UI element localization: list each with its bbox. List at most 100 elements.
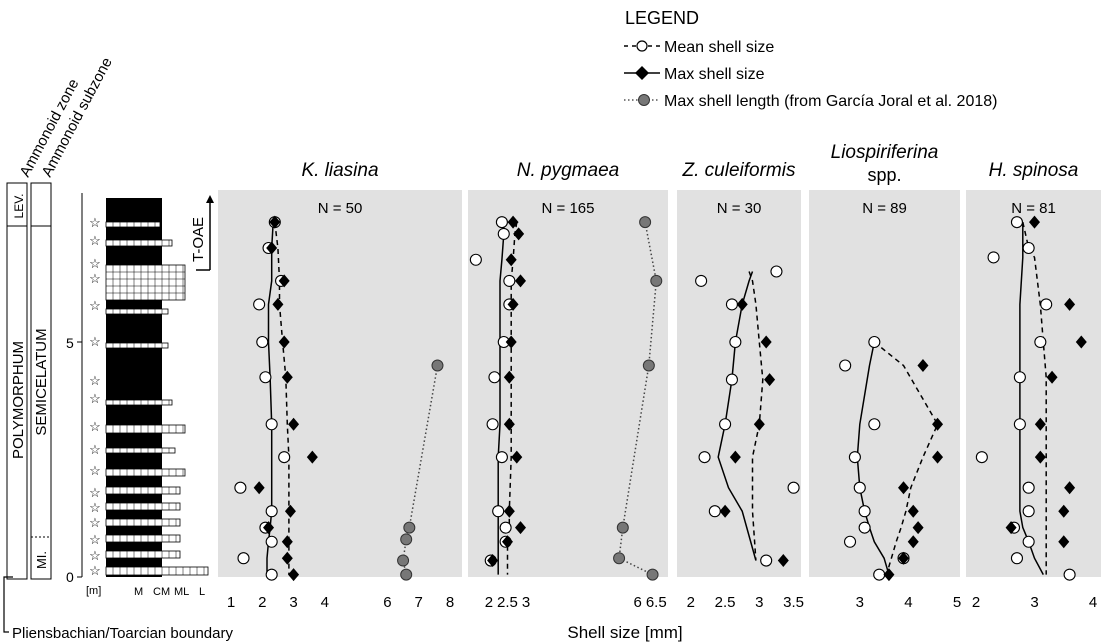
limestone-bed bbox=[105, 534, 181, 543]
max-point bbox=[507, 297, 519, 311]
max-point bbox=[272, 297, 284, 311]
x-tick-label: 2 bbox=[485, 594, 493, 611]
mean-trend-line bbox=[717, 271, 757, 561]
max-trend-line bbox=[748, 271, 764, 561]
lithology-log bbox=[105, 198, 209, 577]
limestone-bed bbox=[105, 502, 181, 511]
mean-point bbox=[256, 335, 269, 349]
x-axis-label: Shell size [mm] bbox=[567, 623, 682, 642]
mean-point bbox=[259, 371, 272, 384]
mean-point bbox=[695, 274, 708, 287]
mean-point bbox=[1013, 371, 1026, 384]
max-point bbox=[284, 504, 296, 518]
lith-axis-m: M bbox=[134, 586, 143, 598]
max-point bbox=[288, 417, 300, 431]
boundary-label: Pliensbachian/Toarcian boundary bbox=[12, 625, 233, 642]
x-tick-label: 6 bbox=[383, 594, 391, 611]
x-tick-label: 3 bbox=[856, 594, 864, 611]
max-point bbox=[753, 417, 765, 431]
max-point bbox=[736, 297, 748, 311]
sample-count: N = 165 bbox=[542, 200, 595, 217]
mean-point bbox=[843, 535, 857, 548]
mean-point bbox=[1063, 568, 1076, 581]
lith-axis-ml: ML bbox=[174, 586, 189, 598]
legend-mean-label: Mean shell size bbox=[664, 39, 774, 56]
length-point bbox=[400, 533, 413, 546]
sample-star-icon: ☆ bbox=[89, 548, 101, 563]
depth-tick-0: 0 bbox=[66, 569, 74, 585]
mean-trend-line bbox=[497, 222, 505, 575]
limestone-bed bbox=[105, 239, 173, 247]
mean-point bbox=[760, 554, 773, 567]
max-point bbox=[883, 568, 895, 582]
max-point bbox=[1034, 417, 1046, 431]
mean-point bbox=[265, 505, 278, 518]
mean-point bbox=[868, 335, 881, 349]
max-point bbox=[932, 450, 944, 464]
x-tick-label: 1 bbox=[227, 594, 235, 611]
sample-stars: ☆☆☆☆☆☆☆☆☆☆☆☆☆☆☆☆☆ bbox=[89, 215, 101, 578]
sample-count: N = 30 bbox=[717, 200, 762, 217]
max-point bbox=[764, 373, 776, 387]
mean-point bbox=[770, 265, 783, 278]
max-point bbox=[912, 521, 924, 535]
max-point bbox=[1058, 504, 1070, 518]
panel-title: K. liasina bbox=[301, 160, 378, 181]
zone-boxes bbox=[6, 182, 52, 580]
mean-point bbox=[708, 505, 721, 518]
panel-background bbox=[218, 190, 462, 577]
limestone-bed bbox=[105, 399, 173, 406]
x-tick-label: 5 bbox=[953, 594, 961, 611]
mean-point bbox=[1010, 552, 1024, 565]
mean-point bbox=[868, 418, 881, 431]
panel-title: Z. culeiformis bbox=[682, 160, 796, 181]
sample-star-icon: ☆ bbox=[89, 215, 101, 230]
mean-point bbox=[499, 521, 512, 534]
x-tick-label: 6.5 bbox=[646, 594, 667, 611]
max-point bbox=[1058, 535, 1070, 549]
panels: K. liasina N = 50 1 2 3 4 6 7 8 N. pygmaea N = 165… bbox=[218, 142, 1101, 611]
limestone-bed bbox=[105, 264, 186, 301]
zone-lev: LEV. bbox=[12, 194, 26, 219]
lith-axis-cm: CM bbox=[153, 586, 170, 598]
max-point bbox=[1034, 450, 1046, 464]
marl-column bbox=[106, 198, 162, 577]
mean-point bbox=[278, 451, 291, 464]
length-point bbox=[403, 521, 416, 534]
sample-star-icon: ☆ bbox=[89, 532, 101, 547]
length-point bbox=[642, 359, 655, 372]
mean-point bbox=[1022, 535, 1035, 548]
x-tick-label: 2.5 bbox=[497, 594, 518, 611]
toae-marker bbox=[196, 195, 214, 271]
max-point bbox=[907, 504, 919, 518]
x-tick-label: 3 bbox=[522, 594, 530, 611]
x-tick-label: 4 bbox=[904, 594, 912, 611]
mean-point bbox=[1022, 481, 1035, 494]
max-point bbox=[511, 450, 523, 464]
panel-title: Liospiriferina bbox=[831, 142, 939, 163]
mean-point bbox=[858, 505, 871, 518]
max-point bbox=[917, 359, 929, 372]
x-tick-label: 4 bbox=[1089, 594, 1097, 611]
length-point bbox=[639, 216, 652, 229]
mean-point bbox=[492, 505, 505, 518]
sample-star-icon: ☆ bbox=[89, 442, 101, 457]
max-point bbox=[281, 551, 293, 565]
max-point bbox=[278, 274, 290, 288]
max-point bbox=[1075, 335, 1087, 349]
max-point bbox=[932, 417, 944, 431]
max-point bbox=[505, 253, 517, 267]
sample-count: N = 50 bbox=[318, 200, 363, 217]
mean-point bbox=[265, 535, 278, 548]
max-point bbox=[503, 504, 515, 518]
x-tick-label: 3 bbox=[1030, 594, 1038, 611]
legend-length-label: Max shell length (from García Joral et a… bbox=[664, 93, 997, 110]
max-point bbox=[760, 335, 772, 349]
length-point bbox=[400, 568, 413, 581]
panel-0: K. liasina N = 50 1 2 3 4 6 7 8 bbox=[218, 160, 462, 611]
max-point bbox=[306, 450, 318, 464]
mean-point bbox=[1013, 418, 1026, 431]
sample-star-icon: ☆ bbox=[89, 391, 101, 406]
mean-point bbox=[488, 371, 501, 384]
sample-star-icon: ☆ bbox=[89, 500, 101, 515]
